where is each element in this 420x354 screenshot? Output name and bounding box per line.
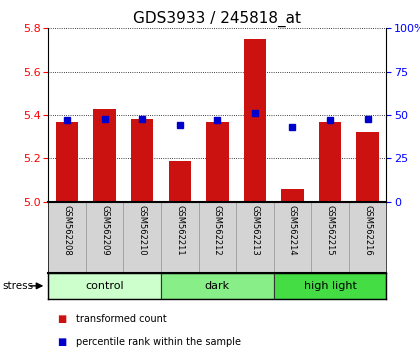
Text: dark: dark bbox=[205, 281, 230, 291]
Bar bbox=[311, 202, 349, 273]
Text: GSM562208: GSM562208 bbox=[63, 205, 71, 256]
Title: GDS3933 / 245818_at: GDS3933 / 245818_at bbox=[134, 11, 302, 27]
Text: ■: ■ bbox=[57, 314, 66, 324]
Bar bbox=[48, 202, 86, 273]
Text: GSM562211: GSM562211 bbox=[175, 205, 184, 256]
Text: GSM562212: GSM562212 bbox=[213, 205, 222, 256]
Text: GSM562213: GSM562213 bbox=[250, 205, 260, 256]
Bar bbox=[168, 161, 191, 202]
Bar bbox=[236, 202, 274, 273]
Bar bbox=[123, 202, 161, 273]
Bar bbox=[56, 121, 79, 202]
Text: GSM562215: GSM562215 bbox=[326, 205, 335, 256]
Text: GSM562216: GSM562216 bbox=[363, 205, 372, 256]
Text: ■: ■ bbox=[57, 337, 66, 347]
Bar bbox=[319, 121, 341, 202]
Bar bbox=[161, 273, 274, 299]
Bar bbox=[274, 202, 311, 273]
Text: percentile rank within the sample: percentile rank within the sample bbox=[76, 337, 241, 347]
Bar bbox=[356, 132, 379, 202]
Bar bbox=[199, 202, 236, 273]
Bar bbox=[93, 109, 116, 202]
Bar bbox=[274, 273, 386, 299]
Bar bbox=[349, 202, 386, 273]
Bar bbox=[206, 121, 228, 202]
Bar bbox=[86, 202, 123, 273]
Bar bbox=[48, 273, 161, 299]
Text: GSM562214: GSM562214 bbox=[288, 205, 297, 256]
Bar bbox=[161, 202, 199, 273]
Text: GSM562210: GSM562210 bbox=[138, 205, 147, 256]
Text: high light: high light bbox=[304, 281, 357, 291]
Text: control: control bbox=[85, 281, 124, 291]
Bar bbox=[131, 119, 153, 202]
Bar bbox=[244, 39, 266, 202]
Text: stress: stress bbox=[2, 281, 33, 291]
Text: transformed count: transformed count bbox=[76, 314, 166, 324]
Bar bbox=[281, 189, 304, 202]
Text: GSM562209: GSM562209 bbox=[100, 205, 109, 256]
